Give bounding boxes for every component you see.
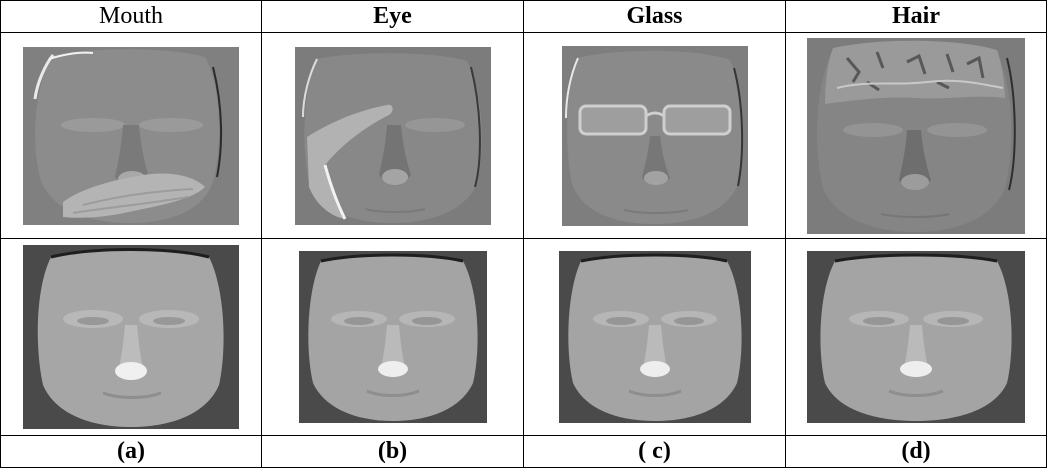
cell-mouth-depth xyxy=(0,32,262,239)
depth-face-glass-image xyxy=(561,45,748,226)
occluded-depth-row xyxy=(0,32,1047,239)
label-c: ( c) xyxy=(523,435,786,468)
cell-mouth-shaded xyxy=(0,238,262,436)
cell-eye-shaded xyxy=(261,238,524,436)
depth-face-mouth-image xyxy=(23,46,239,225)
shaded-face-glass-image xyxy=(558,251,751,423)
header-hair: Hair xyxy=(785,0,1047,33)
cell-hair-shaded xyxy=(785,238,1047,436)
header-eye: Eye xyxy=(261,0,524,33)
label-b: (b) xyxy=(261,435,524,468)
label-row: (a) (b) ( c) (d) xyxy=(0,435,1047,468)
label-d: (d) xyxy=(785,435,1047,468)
cell-glass-depth xyxy=(523,32,786,239)
depth-face-hair-image xyxy=(807,37,1025,234)
label-a: (a) xyxy=(0,435,262,468)
shaded-face-hair-image xyxy=(807,251,1025,423)
depth-face-eye-image xyxy=(294,46,491,225)
header-row: Mouth Eye Glass Hair xyxy=(0,0,1047,33)
shaded-face-mouth-image xyxy=(23,245,239,429)
cell-hair-depth xyxy=(785,32,1047,239)
restored-shaded-row xyxy=(0,238,1047,436)
cell-eye-depth xyxy=(261,32,524,239)
cell-glass-shaded xyxy=(523,238,786,436)
header-mouth: Mouth xyxy=(0,0,262,33)
header-glass: Glass xyxy=(523,0,786,33)
shaded-face-eye-image xyxy=(298,251,487,423)
